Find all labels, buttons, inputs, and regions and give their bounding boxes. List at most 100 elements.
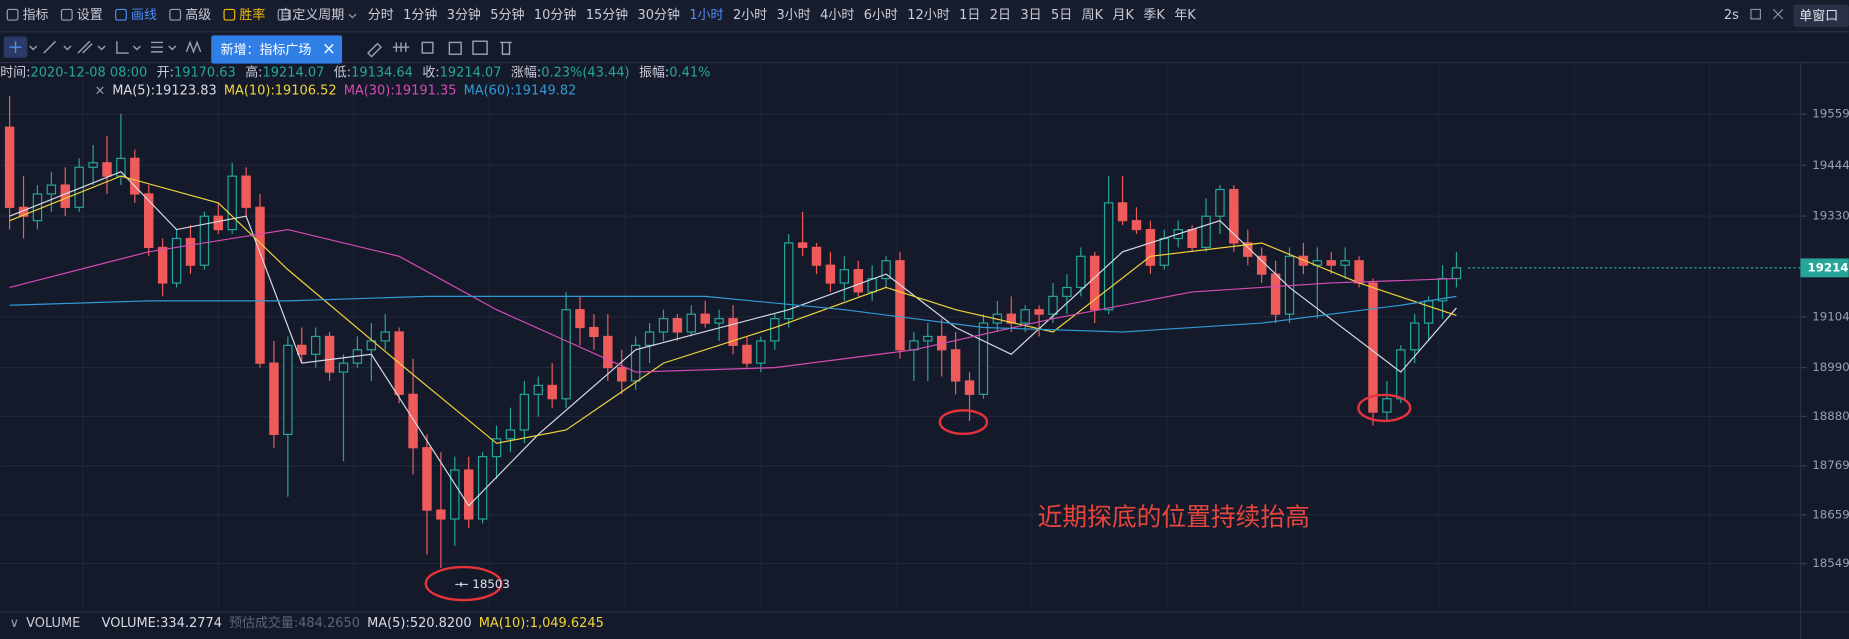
info-label: 高: bbox=[245, 65, 262, 81]
candle-body bbox=[102, 162, 112, 177]
info-value: 0.41% bbox=[669, 66, 710, 81]
ma-line bbox=[9, 228, 1457, 373]
period-button[interactable]: 分时 bbox=[368, 8, 394, 23]
candle-body bbox=[1062, 286, 1072, 297]
candle-body bbox=[227, 175, 237, 231]
candle-body bbox=[241, 175, 251, 208]
y-tick-label: 19104.0 bbox=[1812, 309, 1849, 323]
candle-body bbox=[505, 429, 516, 440]
candle-body bbox=[575, 309, 585, 329]
tool-delete[interactable] bbox=[500, 41, 512, 55]
candle-body bbox=[380, 331, 390, 342]
tool-screenshot[interactable] bbox=[472, 40, 488, 55]
toolbar-item[interactable]: 设置 bbox=[77, 8, 103, 23]
toolbar-icon bbox=[115, 8, 127, 21]
window-icons[interactable] bbox=[1750, 8, 1784, 20]
candle-body bbox=[157, 246, 168, 284]
ma-legend: MA(10):19106.52 bbox=[224, 83, 337, 98]
tool-line[interactable] bbox=[43, 40, 57, 54]
period-button[interactable]: 5日 bbox=[1051, 8, 1072, 23]
period-button[interactable]: 季K bbox=[1143, 8, 1165, 23]
volume-title: VOLUME bbox=[26, 616, 80, 631]
candle-body bbox=[144, 193, 154, 248]
period-button[interactable]: 月K bbox=[1113, 8, 1135, 23]
candle-body bbox=[1423, 300, 1434, 324]
period-button[interactable]: 4小时 bbox=[820, 8, 854, 23]
period-button[interactable]: 1分钟 bbox=[403, 7, 437, 23]
tool-angle[interactable] bbox=[116, 41, 129, 54]
refresh-interval[interactable]: 2s bbox=[1724, 8, 1739, 23]
candle-body bbox=[672, 318, 683, 333]
period-button[interactable]: 15分钟 bbox=[586, 7, 628, 23]
tool-pen[interactable] bbox=[367, 42, 382, 58]
candle-body bbox=[519, 393, 530, 431]
candle-body bbox=[1396, 349, 1406, 400]
period-button[interactable]: 1日 bbox=[959, 8, 980, 23]
tool-measure[interactable] bbox=[392, 42, 410, 52]
candle-body bbox=[923, 335, 933, 342]
candle-body bbox=[603, 335, 613, 369]
candle-body bbox=[1034, 309, 1044, 315]
period-button[interactable]: 2日 bbox=[990, 8, 1011, 23]
period-button[interactable]: 3分钟 bbox=[447, 7, 481, 23]
info-value: 19134.64 bbox=[351, 66, 413, 81]
candle-body bbox=[964, 380, 975, 395]
window-button[interactable] bbox=[1793, 4, 1849, 28]
volume-stat: 预估成交量:484.2650 bbox=[229, 615, 360, 631]
period-button[interactable]: 1小时 bbox=[689, 8, 723, 23]
candle-body bbox=[46, 184, 57, 195]
candle-body bbox=[770, 318, 780, 342]
period-button[interactable]: 周K bbox=[1082, 8, 1104, 23]
last-price-box bbox=[1800, 258, 1849, 278]
candle-body bbox=[1131, 220, 1142, 231]
tool-channel[interactable] bbox=[77, 40, 93, 54]
toolbar-item[interactable]: 指标 bbox=[23, 8, 49, 23]
tool-magnet[interactable] bbox=[448, 41, 462, 55]
toolbar-item[interactable]: 高级 bbox=[185, 7, 211, 23]
candle-body bbox=[1382, 398, 1392, 413]
ma-line bbox=[9, 175, 1457, 444]
candle-body bbox=[700, 313, 710, 324]
period-button[interactable]: 3小时 bbox=[777, 8, 811, 23]
tool-fib[interactable] bbox=[151, 41, 163, 53]
y-tick-label: 19559.2 bbox=[1812, 107, 1849, 121]
toolbar-item[interactable]: 自定义周期 bbox=[279, 8, 344, 23]
candle-body bbox=[811, 246, 822, 266]
candle-body bbox=[88, 162, 98, 168]
candle-body bbox=[408, 393, 418, 449]
toolbar-item[interactable]: 画线 bbox=[131, 8, 157, 23]
candle-body bbox=[310, 335, 321, 355]
candle-body bbox=[338, 362, 349, 373]
tool-crosshair[interactable] bbox=[9, 41, 22, 54]
candle-body bbox=[199, 215, 210, 266]
toolbar-item[interactable]: 胜率 bbox=[239, 7, 265, 23]
tooltip-close[interactable]: × bbox=[322, 39, 336, 58]
candle-body bbox=[171, 237, 182, 284]
candle-body bbox=[686, 313, 697, 333]
period-button[interactable]: 10分钟 bbox=[534, 7, 576, 23]
info-value: 0.23%(43.44) bbox=[541, 66, 629, 81]
window-label[interactable]: 单窗口 bbox=[1799, 8, 1838, 24]
period-button[interactable]: 2小时 bbox=[733, 8, 767, 23]
volume-collapse[interactable]: ∨ bbox=[10, 616, 19, 631]
candle-body bbox=[644, 331, 655, 346]
period-button[interactable]: 12小时 bbox=[907, 8, 949, 23]
period-button[interactable]: 年K bbox=[1174, 8, 1196, 23]
period-button[interactable]: 30分钟 bbox=[638, 7, 680, 23]
candle-body bbox=[1368, 282, 1378, 413]
info-label: 开: bbox=[157, 66, 174, 81]
candle-body bbox=[1437, 277, 1448, 302]
period-button[interactable]: 6小时 bbox=[864, 8, 898, 23]
candle-body bbox=[491, 438, 502, 458]
period-button[interactable]: 3日 bbox=[1020, 8, 1041, 23]
ma-legend: MA(60):19149.82 bbox=[464, 83, 577, 98]
tool-lock[interactable] bbox=[421, 41, 434, 54]
candle-body bbox=[1243, 242, 1253, 257]
candle-body bbox=[617, 367, 627, 382]
candle-body bbox=[1340, 260, 1350, 266]
period-button[interactable]: 5分钟 bbox=[490, 7, 524, 23]
tool-wave[interactable] bbox=[185, 40, 202, 54]
circle-highlight bbox=[1357, 393, 1412, 423]
candle-body bbox=[714, 318, 724, 324]
drawing-tools bbox=[3, 36, 512, 58]
